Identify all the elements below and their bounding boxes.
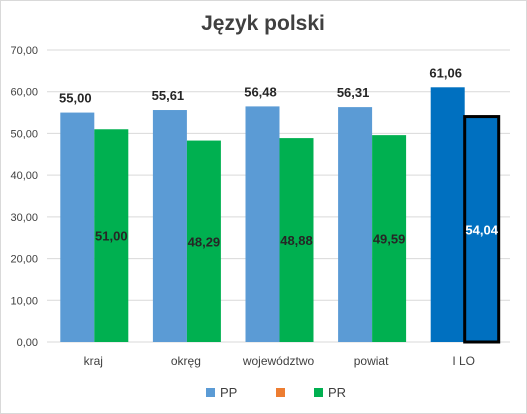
legend-swatch-2 — [314, 388, 323, 397]
bar-pr-4 — [463, 115, 501, 344]
bar-pp-3 — [338, 107, 373, 342]
data-label-pp-3: 56,31 — [337, 85, 370, 100]
legend-swatch-1 — [276, 388, 285, 397]
data-label-pp-0: 55,00 — [59, 91, 92, 106]
x-category-label: I LO — [452, 354, 475, 368]
y-tick-label: 10,00 — [10, 295, 38, 307]
bar-pp-2 — [245, 106, 280, 343]
bar-pp-1 — [152, 110, 187, 342]
bar-pr-0 — [94, 129, 129, 342]
data-label-pp-2: 56,48 — [244, 84, 277, 99]
legend-swatch-0 — [206, 388, 215, 397]
data-label-pr-4: 54,04 — [465, 222, 498, 237]
x-axis-categories: kraj okręg województwo powiat I LO — [84, 354, 475, 368]
y-axis-ticks: 0,00 10,00 20,00 30,00 40,00 50,00 60,00 70,00 — [10, 45, 38, 349]
bar-pr-1 — [186, 140, 221, 342]
x-category-label: województwo — [242, 354, 315, 368]
data-label-pr-0: 51,00 — [95, 229, 128, 244]
legend-label-0: PP — [220, 385, 237, 400]
bars: 55,00 51,00 55,61 48,29 56,48 48,88 56,31 49,59… — [59, 65, 501, 344]
x-category-label: kraj — [84, 354, 103, 368]
legend-label-2: PR — [328, 385, 346, 400]
data-label-pr-2: 48,88 — [280, 233, 313, 248]
y-tick-label: 60,00 — [10, 87, 38, 99]
bar-pr-3 — [372, 135, 407, 342]
data-label-pr-3: 49,59 — [373, 232, 406, 247]
data-label-pr-1: 48,29 — [188, 234, 221, 249]
bar-pp-0 — [60, 112, 95, 342]
bar-pp-4 — [430, 87, 465, 342]
y-tick-label: 50,00 — [10, 128, 38, 140]
y-tick-label: 70,00 — [10, 45, 38, 57]
y-tick-label: 0,00 — [17, 337, 38, 349]
data-label-pp-1: 55,61 — [152, 88, 185, 103]
chart-title: Język polski — [201, 12, 325, 35]
x-category-label: powiat — [354, 354, 389, 368]
bar-pr-2 — [279, 138, 314, 342]
y-tick-label: 30,00 — [10, 212, 38, 224]
y-tick-label: 20,00 — [10, 254, 38, 266]
y-tick-label: 40,00 — [10, 170, 38, 182]
data-label-pp-4: 61,06 — [429, 65, 462, 80]
x-category-label: okręg — [171, 354, 201, 368]
legend: PP PR — [206, 385, 346, 400]
